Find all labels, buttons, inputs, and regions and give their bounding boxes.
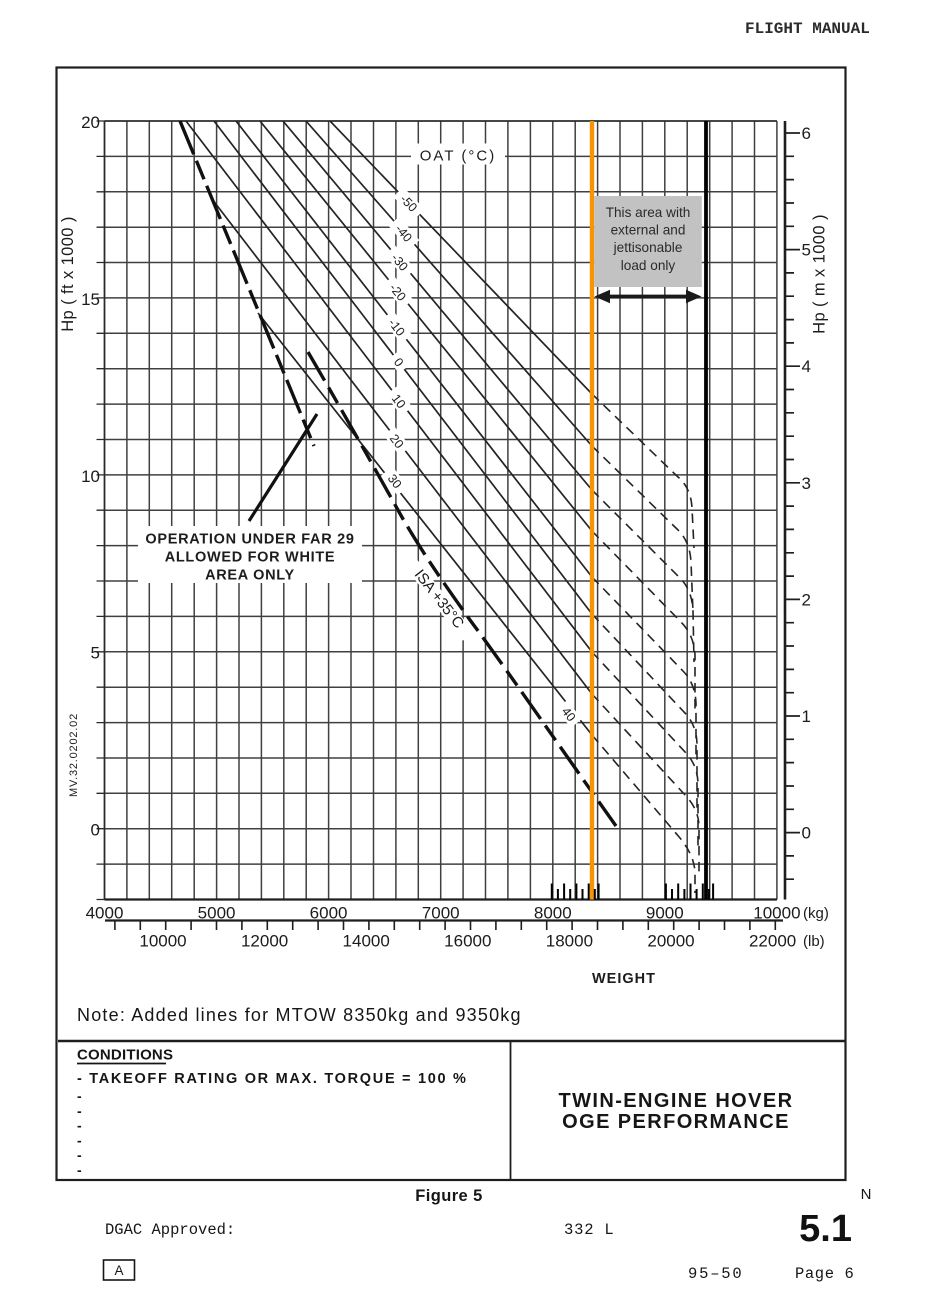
- svg-text:Hp ( ft x 1000 ): Hp ( ft x 1000 ): [59, 216, 77, 332]
- svg-text:22000: 22000: [749, 932, 796, 951]
- svg-text:5000: 5000: [198, 904, 236, 923]
- svg-text:10000: 10000: [753, 904, 800, 923]
- svg-text:- TAKEOFF RATING OR MAX. TORQ: - TAKEOFF RATING OR MAX. TORQUE = 100 %: [77, 1071, 468, 1087]
- svg-text:7000: 7000: [422, 904, 460, 923]
- svg-text:DGAC Approved:: DGAC Approved:: [105, 1221, 235, 1239]
- svg-text:OGE PERFORMANCE: OGE PERFORMANCE: [562, 1111, 790, 1133]
- svg-text:14000: 14000: [343, 932, 390, 951]
- svg-text:ALLOWED FOR WHITE: ALLOWED FOR WHITE: [165, 550, 336, 566]
- svg-text:0: 0: [91, 821, 100, 840]
- svg-text:6000: 6000: [310, 904, 348, 923]
- svg-text:N: N: [861, 1186, 872, 1203]
- svg-text:332 L: 332 L: [564, 1221, 615, 1239]
- svg-text:0: 0: [802, 824, 811, 843]
- svg-text:-: -: [77, 1132, 82, 1148]
- svg-text:A: A: [114, 1263, 123, 1278]
- svg-text:4: 4: [802, 357, 811, 376]
- svg-text:FLIGHT MANUAL: FLIGHT MANUAL: [745, 20, 870, 38]
- svg-text:95–50: 95–50: [688, 1265, 744, 1283]
- svg-text:5: 5: [802, 241, 811, 260]
- svg-text:5: 5: [91, 644, 100, 663]
- svg-text:20000: 20000: [647, 932, 694, 951]
- svg-text:load only: load only: [621, 258, 676, 273]
- svg-text:9000: 9000: [646, 904, 684, 923]
- svg-text:Figure 5: Figure 5: [415, 1187, 482, 1205]
- svg-text:-: -: [77, 1118, 82, 1134]
- svg-text:-: -: [77, 1147, 82, 1163]
- svg-text:WEIGHT: WEIGHT: [592, 971, 656, 987]
- svg-text:16000: 16000: [444, 932, 491, 951]
- svg-text:(lb): (lb): [803, 933, 825, 950]
- svg-text:10000: 10000: [139, 932, 186, 951]
- svg-text:jettisonable: jettisonable: [613, 240, 683, 255]
- svg-text:30: 30: [385, 472, 405, 492]
- svg-text:3: 3: [802, 474, 811, 493]
- svg-text:20: 20: [81, 113, 100, 132]
- svg-text:1: 1: [802, 707, 811, 726]
- svg-text:-: -: [77, 1088, 82, 1104]
- svg-text:15: 15: [81, 290, 100, 309]
- svg-text:Page 6: Page 6: [795, 1265, 854, 1283]
- svg-text:8000: 8000: [534, 904, 572, 923]
- svg-text:AREA ONLY: AREA ONLY: [205, 568, 295, 584]
- svg-text:This area with: This area with: [606, 205, 691, 220]
- svg-text:4000: 4000: [86, 904, 124, 923]
- svg-text:10: 10: [81, 467, 100, 486]
- svg-text:(kg): (kg): [803, 905, 829, 922]
- svg-text:40: 40: [559, 705, 579, 725]
- svg-text:12000: 12000: [241, 932, 288, 951]
- svg-text:10: 10: [389, 392, 409, 412]
- svg-text:-: -: [77, 1103, 82, 1119]
- svg-text:20: 20: [387, 432, 407, 452]
- svg-text:-: -: [77, 1162, 82, 1178]
- svg-text:5.1: 5.1: [799, 1208, 852, 1250]
- svg-text:CONDITIONS: CONDITIONS: [77, 1047, 173, 1064]
- svg-text:MV.32.0202.02: MV.32.0202.02: [68, 713, 80, 797]
- svg-text:OAT (°C): OAT (°C): [420, 148, 496, 165]
- svg-text:18000: 18000: [546, 932, 593, 951]
- svg-text:TWIN-ENGINE HOVER: TWIN-ENGINE HOVER: [559, 1090, 794, 1112]
- svg-text:6: 6: [802, 124, 811, 143]
- svg-text:OPERATION UNDER FAR 29: OPERATION UNDER FAR 29: [145, 532, 354, 548]
- svg-text:Hp ( m x 1000 ): Hp ( m x 1000 ): [811, 214, 829, 334]
- svg-text:external and: external and: [611, 223, 686, 238]
- svg-text:2: 2: [802, 590, 811, 609]
- svg-text:Note: Added lines for MTOW 835: Note: Added lines for MTOW 8350kg and 93…: [77, 1005, 522, 1025]
